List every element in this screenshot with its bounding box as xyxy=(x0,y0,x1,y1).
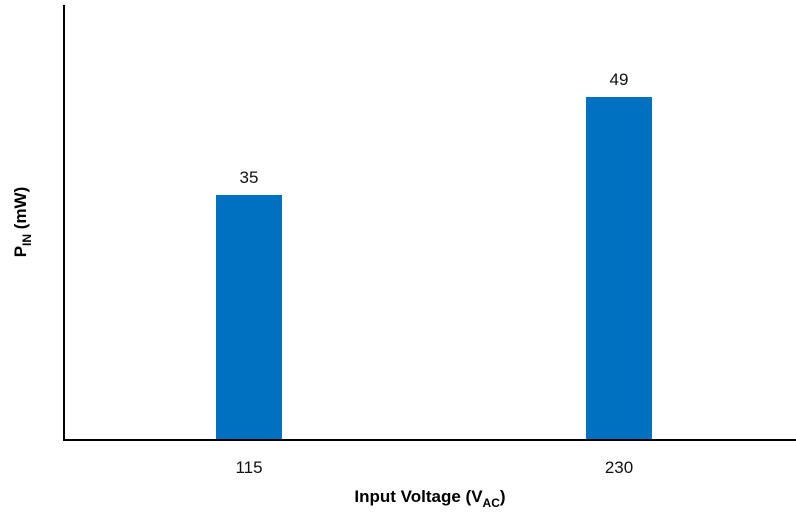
x-tick-labels-group: 115 230 xyxy=(235,458,633,477)
bar-115 xyxy=(216,195,282,440)
y-axis-title-main: P xyxy=(11,246,30,257)
x-axis-title-subscript: AC xyxy=(483,496,501,510)
x-axis-title-main: Input Voltage (V xyxy=(354,487,483,506)
data-label-230: 49 xyxy=(610,70,629,89)
data-label-115: 35 xyxy=(240,168,259,187)
y-axis-title-rest: (mW) xyxy=(11,187,30,234)
x-tick-label-230: 230 xyxy=(605,458,633,477)
data-labels-group: 35 49 xyxy=(240,70,629,187)
x-axis-title-close: ) xyxy=(500,487,506,506)
y-axis-title: PIN (mW) xyxy=(11,187,34,258)
x-tick-label-115: 115 xyxy=(235,458,262,477)
bar-230 xyxy=(586,97,652,440)
y-axis-title-subscript: IN xyxy=(20,234,34,246)
x-axis-title: Input Voltage (VAC) xyxy=(354,487,505,510)
bars-group xyxy=(216,97,652,440)
